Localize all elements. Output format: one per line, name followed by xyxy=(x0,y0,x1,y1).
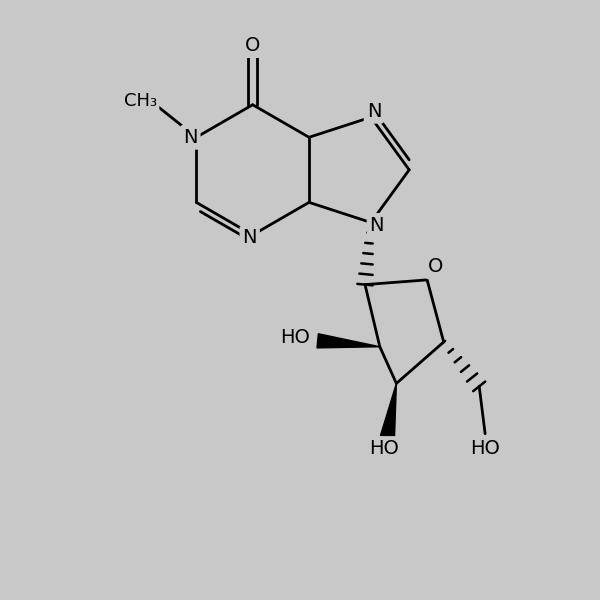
Text: CH₃: CH₃ xyxy=(124,92,157,110)
Text: HO: HO xyxy=(470,439,500,458)
Polygon shape xyxy=(317,334,380,348)
Text: O: O xyxy=(245,36,260,55)
Text: HO: HO xyxy=(370,439,400,458)
Text: N: N xyxy=(183,128,197,147)
Text: N: N xyxy=(367,102,381,121)
Text: N: N xyxy=(242,229,257,247)
Polygon shape xyxy=(380,383,397,438)
Text: O: O xyxy=(428,257,443,277)
Text: N: N xyxy=(370,216,384,235)
Text: HO: HO xyxy=(280,328,310,347)
